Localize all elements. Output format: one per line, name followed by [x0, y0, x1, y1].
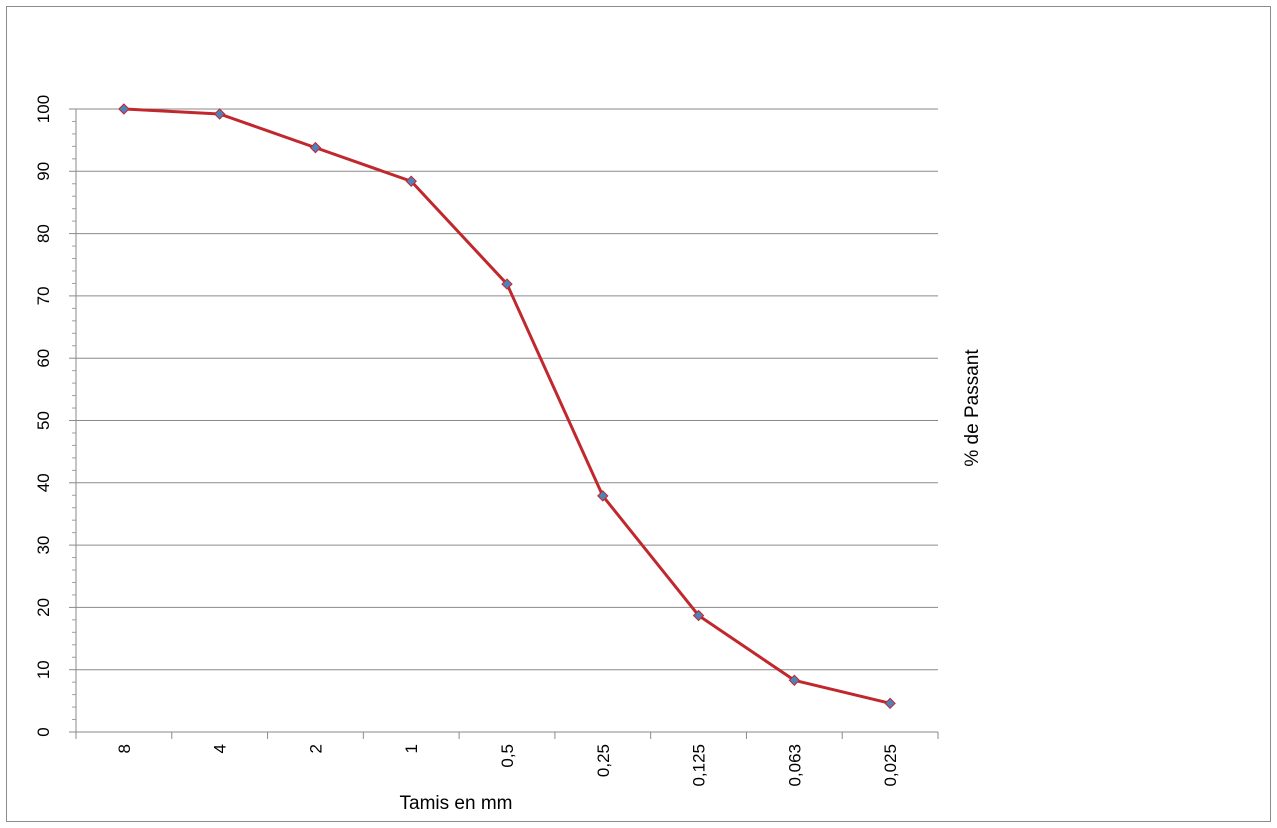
x-tick-labels: 8 4 2 1 0,5 0,25 0,125 0,063 0,025: [115, 744, 900, 787]
y-tick-label: 20: [34, 598, 53, 617]
series: [118, 103, 896, 710]
grid-lines: [76, 108, 938, 671]
series-line: [123, 107, 891, 705]
x-tick-label: 2: [306, 744, 325, 753]
y-tick-label: 50: [34, 411, 53, 430]
data-point: [884, 697, 896, 710]
x-tick-label: 4: [211, 744, 230, 753]
x-tick-label: 1: [402, 744, 421, 753]
x-tick-label: 0,125: [690, 744, 709, 787]
y-tick-label: 100: [34, 95, 53, 123]
data-point: [309, 141, 322, 154]
y-tick-label: 10: [34, 660, 53, 679]
data-point: [692, 609, 705, 622]
x-tick-label: 8: [115, 744, 134, 753]
y-tick-labels: 0 10 20 30 40 50 60 70 80 90 100: [34, 95, 53, 737]
x-tick-label: 0,5: [498, 744, 517, 768]
data-point: [118, 103, 130, 115]
data-point: [788, 674, 801, 686]
y-tick-label: 60: [34, 349, 53, 368]
y-tick-label: 30: [34, 536, 53, 555]
data-point: [501, 278, 513, 290]
axes: [69, 108, 939, 739]
chart-frame: [6, 6, 1271, 822]
data-point: [405, 175, 417, 187]
x-axis-title: Tamis en mm: [400, 793, 513, 814]
data-point: [213, 108, 226, 120]
y-tick-label: 80: [34, 224, 53, 243]
y-axis-title: % de Passant: [962, 349, 983, 467]
x-tick-label: 0,063: [785, 744, 804, 787]
x-tick-label: 0,25: [594, 744, 613, 777]
y-tick-label: 0: [34, 727, 53, 736]
y-tick-label: 40: [34, 473, 53, 492]
x-tick-label: 0,025: [881, 744, 900, 787]
y-tick-label: 90: [34, 162, 53, 181]
data-point: [597, 490, 609, 502]
y-tick-label: 70: [34, 286, 53, 305]
